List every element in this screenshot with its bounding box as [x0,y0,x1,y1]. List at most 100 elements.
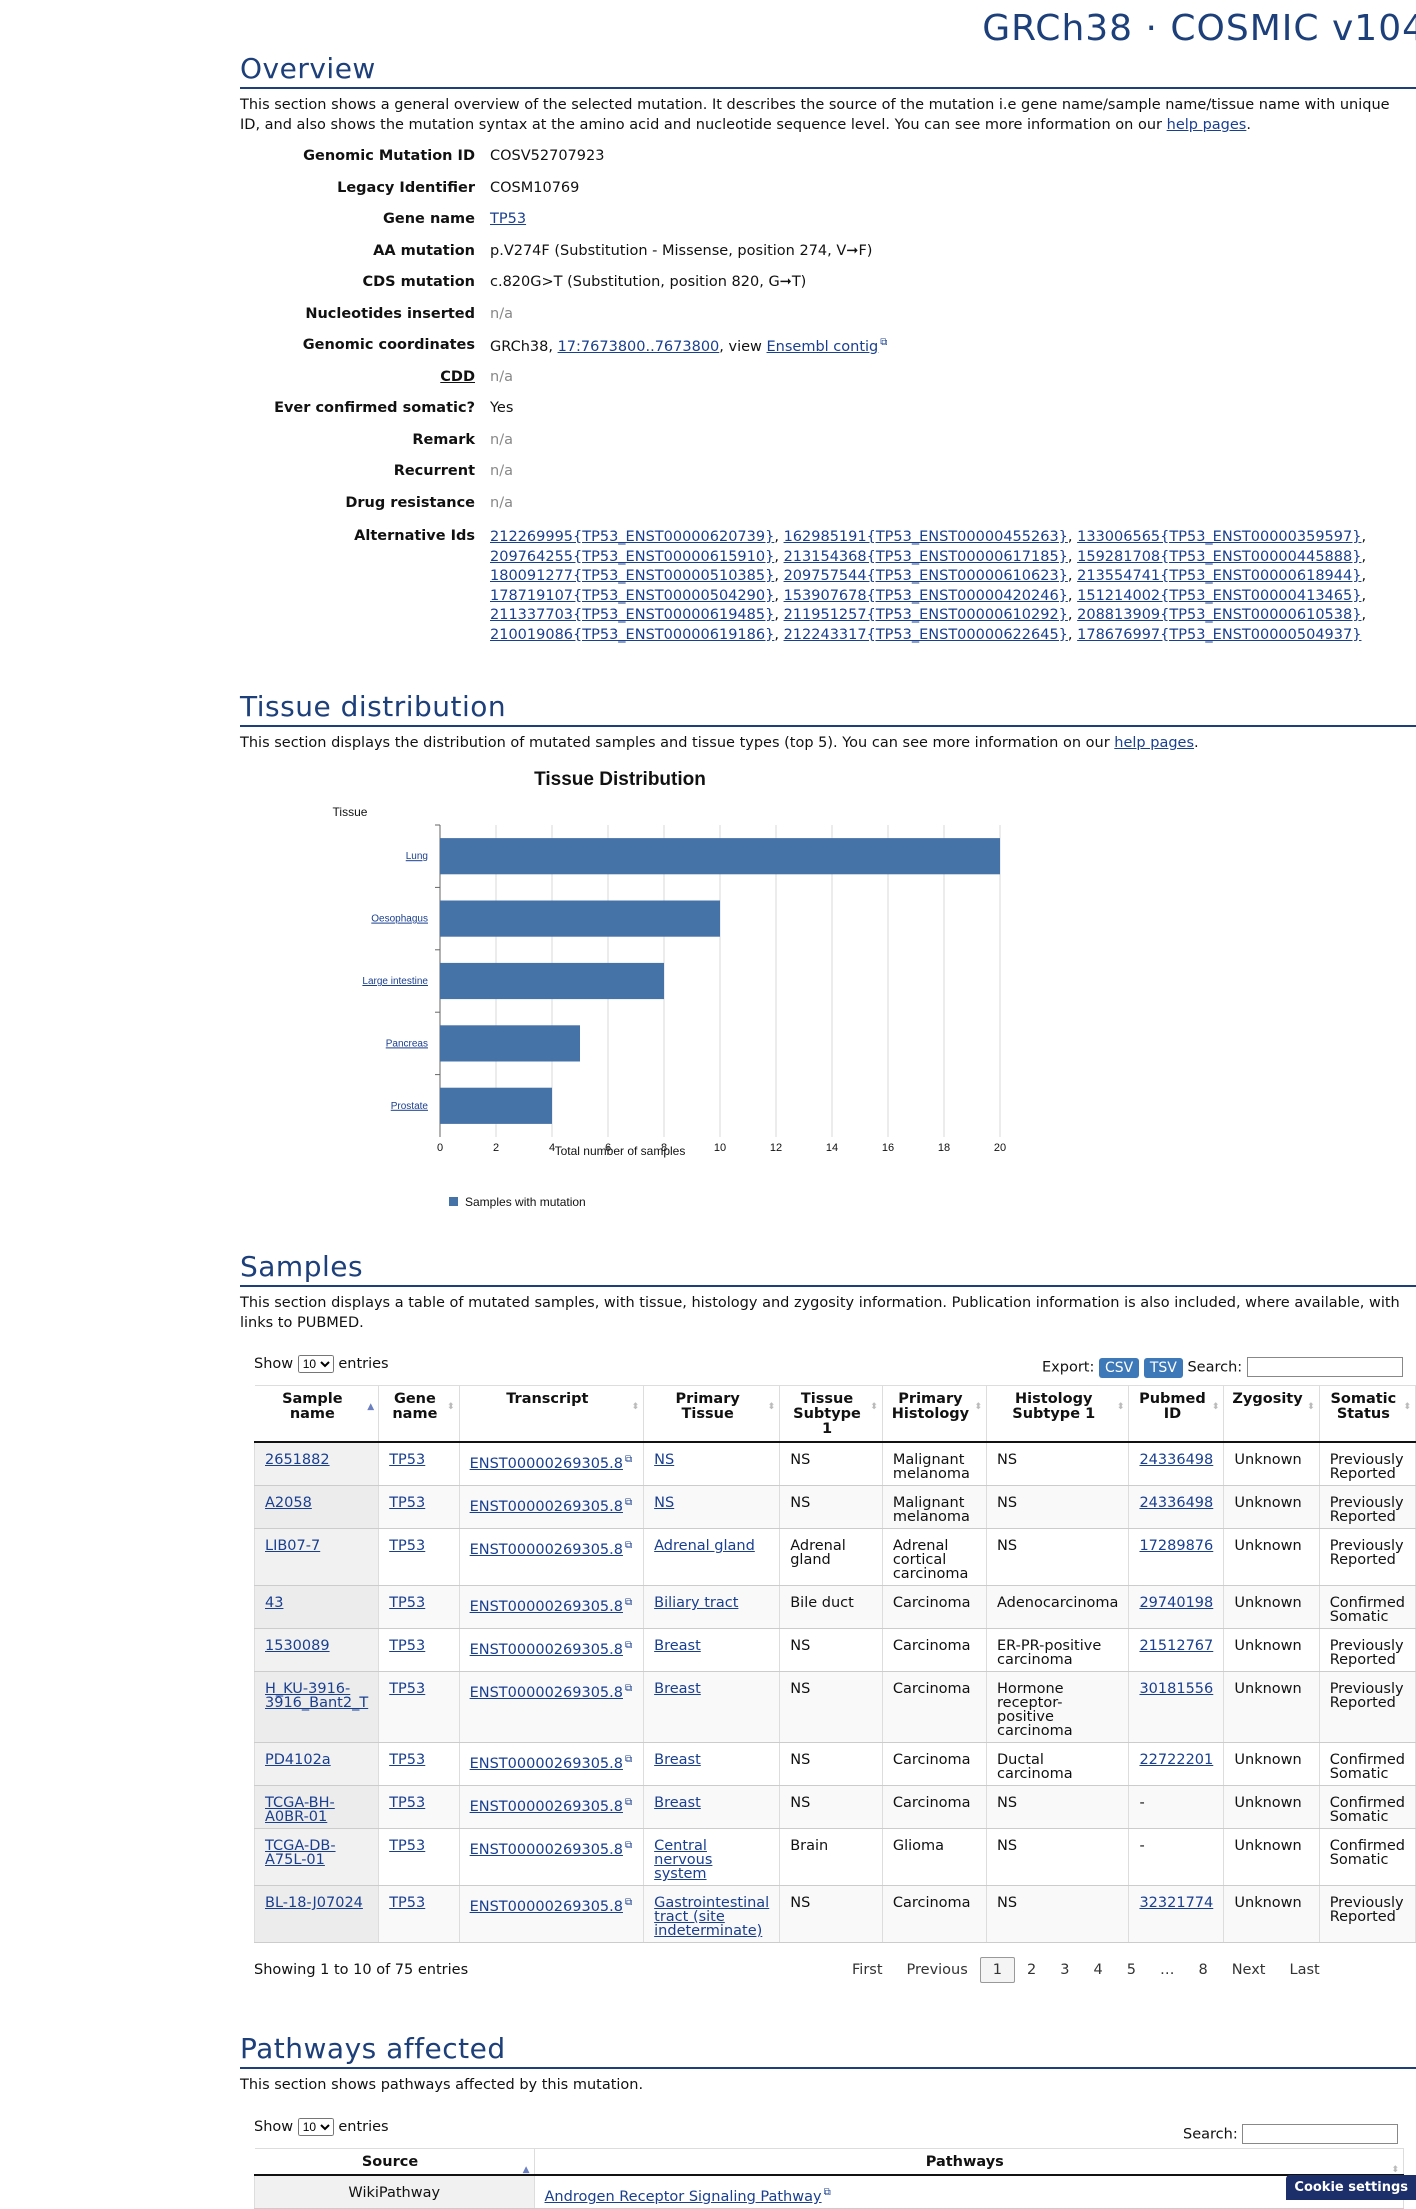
cell-link[interactable]: TP53 [389,1681,426,1697]
alternative-id-link[interactable]: 213554741{TP53_ENST00000618944} [1077,568,1362,584]
alternative-id-link[interactable]: 208813909{TP53_ENST00000610538} [1077,607,1362,623]
cell-link[interactable]: TP53 [389,1838,426,1854]
bar-lung[interactable] [440,838,1000,875]
cell-link[interactable]: ENST00000269305.8 [469,1684,623,1701]
page-button[interactable]: 2 [1027,1962,1037,1978]
alternative-id-link[interactable]: 153907678{TP53_ENST00000420246} [783,587,1068,604]
col-gene-name[interactable]: Gene name ⬍ [378,1385,460,1443]
cell-link[interactable]: ENST00000269305.8 [469,1798,623,1815]
cell-link[interactable]: TP53 [389,1795,426,1811]
cell-link[interactable]: TP53 [389,1595,426,1611]
cell-link[interactable]: 43 [265,1595,284,1611]
cell-link[interactable]: TP53 [389,1452,426,1468]
page-button[interactable]: Next [1231,1962,1266,1978]
alternative-id-link[interactable]: 180091277{TP53_ENST00000510385} [490,568,775,584]
bar-pancreas[interactable] [440,1025,580,1062]
cell-link[interactable]: ENST00000269305.8 [469,1898,623,1915]
export-tsv-button[interactable]: TSV [1143,1357,1183,1378]
cell-link[interactable]: PD4102a [265,1752,331,1768]
alternative-id-link[interactable]: 162985191{TP53_ENST00000455263} [783,529,1068,545]
col-histology-subtype[interactable]: Histology Subtype 1 ⬍ [986,1385,1130,1443]
page-button[interactable]: 3 [1060,1962,1070,1978]
alternative-id-link[interactable]: 151214002{TP53_ENST00000413465} [1077,587,1362,604]
cell-link[interactable]: 21512767 [1139,1638,1214,1654]
page-button[interactable]: 1 [979,1957,1016,1983]
cell-link[interactable]: TP53 [389,1895,426,1911]
cell-link[interactable]: TP53 [389,1638,426,1654]
tissue-help-link[interactable]: help pages [1114,735,1195,751]
col-pathways[interactable]: Pathways ⬍ [534,2148,1404,2176]
cell-link[interactable]: ENST00000269305.8 [469,1641,623,1658]
pathway-link[interactable]: Androgen Receptor Signaling Pathway [544,2188,822,2205]
pathways-search-input[interactable] [1242,2124,1399,2144]
cell-link[interactable]: ENST00000269305.8 [469,1455,623,1472]
cell-link[interactable]: Breast [654,1795,701,1811]
alternative-id-link[interactable]: 209757544{TP53_ENST00000610623} [783,568,1068,584]
col-pubmed-id[interactable]: Pubmed ID ⬍ [1128,1385,1225,1443]
col-somatic-status[interactable]: Somatic Status ⬍ [1319,1385,1416,1443]
category-label-link[interactable]: Pancreas [386,1038,428,1049]
category-label-link[interactable]: Oesophagus [371,914,428,925]
cell-link[interactable]: ENST00000269305.8 [469,1541,623,1558]
page-button[interactable]: Last [1289,1962,1320,1978]
alternative-id-link[interactable]: 210019086{TP53_ENST00000619186} [490,626,775,643]
alternative-id-link[interactable]: 178676997{TP53_ENST00000504937} [1077,626,1362,643]
col-primary-histology[interactable]: Primary Histology ⬍ [882,1385,988,1443]
page-button[interactable]: 4 [1093,1962,1103,1978]
col-primary-tissue[interactable]: Primary Tissue ⬍ [643,1385,781,1443]
category-label-link[interactable]: Large intestine [362,976,428,987]
bar-prostate[interactable] [440,1087,552,1124]
alternative-id-link[interactable]: 212269995{TP53_ENST00000620739} [490,529,775,545]
cell-link[interactable]: Breast [654,1681,701,1697]
cell-link[interactable]: ENST00000269305.8 [469,1498,623,1515]
samples-search-input[interactable] [1246,1357,1403,1377]
cell-link[interactable]: Central nervous system [654,1838,713,1882]
cell-link[interactable]: TP53 [389,1752,426,1768]
col-source[interactable]: Source ▲ [254,2148,535,2176]
cell-link[interactable]: 32321774 [1139,1895,1214,1911]
cell-link[interactable]: ENST00000269305.8 [469,1841,623,1858]
alternative-id-link[interactable]: 213154368{TP53_ENST00000617185} [783,548,1068,565]
cell-link[interactable]: Adrenal gland [654,1538,755,1554]
gene-name-link[interactable]: TP53 [490,211,527,227]
alternative-id-link[interactable]: 159281708{TP53_ENST00000445888} [1077,548,1362,565]
cell-link[interactable]: 24336498 [1139,1495,1214,1511]
cell-link[interactable]: Breast [654,1638,701,1654]
cell-link[interactable]: TCGA-BH-A0BR-01 [265,1795,335,1825]
cell-link[interactable]: Gastrointestinal tract (site indetermina… [654,1895,770,1939]
col-zygosity[interactable]: Zygosity ⬍ [1223,1385,1320,1443]
cell-link[interactable]: Breast [654,1752,701,1768]
category-label-link[interactable]: Lung [406,851,428,862]
overview-help-link[interactable]: help pages [1166,117,1247,133]
page-button[interactable]: 8 [1198,1962,1208,1978]
col-sample-name[interactable]: Sample name ▲ [254,1385,380,1443]
cell-link[interactable]: NS [654,1452,675,1468]
cell-link[interactable]: 2651882 [265,1452,330,1468]
page-button[interactable]: 5 [1126,1962,1136,1978]
cell-link[interactable]: TCGA-DB-A75L-01 [265,1838,336,1868]
page-button[interactable]: Previous [906,1962,968,1978]
alternative-id-link[interactable]: 211337703{TP53_ENST00000619485} [490,607,775,623]
cell-link[interactable]: TP53 [389,1538,426,1554]
cookie-settings-button[interactable]: Cookie settings [1286,2175,1416,2200]
alternative-id-link[interactable]: 133006565{TP53_ENST00000359597} [1077,529,1362,545]
cell-link[interactable]: TP53 [389,1495,426,1511]
cell-link[interactable]: ENST00000269305.8 [469,1755,623,1772]
samples-length-select[interactable]: 10 [297,1355,334,1373]
bar-large-intestine[interactable] [440,962,664,1000]
coordinates-link[interactable]: 17:7673800..7673800 [557,338,720,355]
cell-link[interactable]: H_KU-3916-3916_Bant2_T [265,1681,369,1711]
col-transcript[interactable]: Transcript ⬍ [459,1385,645,1443]
alternative-id-link[interactable]: 211951257{TP53_ENST00000610292} [783,607,1068,623]
alternative-id-link[interactable]: 212243317{TP53_ENST00000622645} [783,626,1068,643]
category-label-link[interactable]: Prostate [391,1101,429,1112]
cell-link[interactable]: NS [654,1495,675,1511]
pathways-length-select[interactable]: 10 [297,2118,334,2136]
cell-link[interactable]: 22722201 [1139,1752,1214,1768]
col-tissue-subtype[interactable]: Tissue Subtype 1 ⬍ [779,1385,883,1443]
cell-link[interactable]: BL-18-J07024 [265,1895,363,1911]
cell-link[interactable]: LIB07-7 [265,1538,321,1554]
cell-link[interactable]: 29740198 [1139,1595,1214,1611]
cell-link[interactable]: 17289876 [1139,1538,1214,1554]
page-button[interactable]: First [852,1962,883,1978]
